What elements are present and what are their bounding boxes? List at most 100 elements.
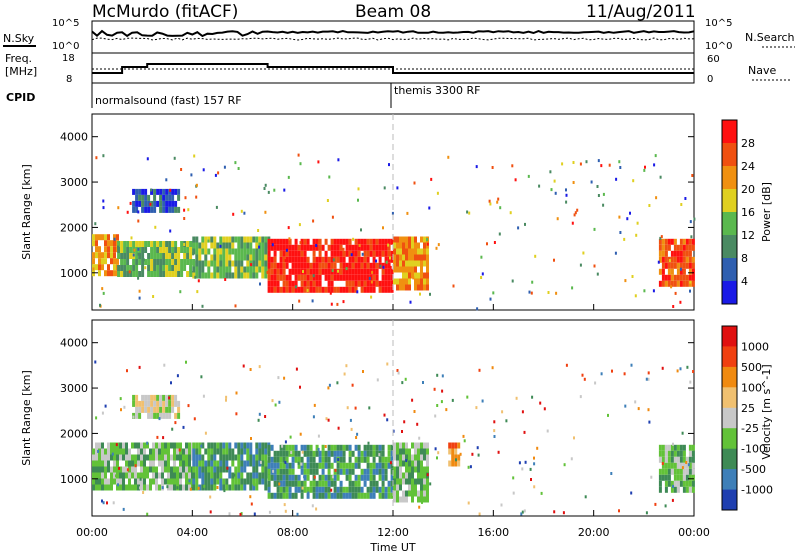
scatter-point <box>467 465 470 469</box>
data-cell <box>228 242 232 249</box>
data-cell <box>92 264 95 271</box>
data-cell <box>351 480 355 487</box>
data-cell <box>147 265 151 271</box>
scatter-point <box>209 495 212 499</box>
data-cell <box>185 442 188 449</box>
scatter-point <box>426 242 429 246</box>
data-cell <box>216 242 220 249</box>
scatter-point <box>356 290 359 294</box>
data-cell <box>375 274 379 281</box>
data-cell <box>116 448 119 455</box>
data-cell <box>423 442 426 449</box>
data-cell <box>143 448 146 455</box>
scatter-point <box>137 276 140 280</box>
data-cell <box>207 484 211 491</box>
data-cell <box>240 236 244 243</box>
data-cell <box>667 456 671 463</box>
data-cell <box>333 268 337 275</box>
scatter-point <box>137 247 140 251</box>
data-cell <box>207 478 211 485</box>
data-cell <box>345 262 349 269</box>
data-cell <box>161 448 164 455</box>
scatter-point <box>283 188 286 192</box>
data-cell <box>384 262 388 269</box>
data-cell <box>219 454 223 461</box>
scatter-point <box>258 245 261 249</box>
data-cell <box>176 448 179 455</box>
scatter-point <box>296 512 299 516</box>
data-cell <box>393 490 396 497</box>
data-cell <box>98 252 101 259</box>
data-cell <box>318 492 322 499</box>
data-cell <box>267 486 271 493</box>
cpid-mode-2: themis 3300 RF <box>394 84 481 97</box>
scatter-point <box>342 247 345 251</box>
data-cell <box>152 466 155 473</box>
data-cell <box>270 456 274 463</box>
data-cell <box>354 244 358 251</box>
data-cell <box>264 272 268 279</box>
data-cell <box>405 254 408 261</box>
data-cell <box>390 480 394 487</box>
colorbar-tick-label: 100 <box>741 381 762 394</box>
data-cell <box>381 492 385 499</box>
data-cell <box>258 442 262 449</box>
data-cell <box>234 478 238 485</box>
scatter-point <box>481 272 484 276</box>
data-cell <box>405 248 408 255</box>
scatter-point <box>652 289 655 293</box>
data-cell <box>246 242 250 249</box>
data-cell <box>210 254 214 261</box>
data-cell <box>152 448 155 455</box>
data-cell <box>390 280 394 287</box>
data-cell <box>198 272 202 279</box>
data-cell <box>420 260 423 267</box>
data-cell <box>116 466 119 473</box>
data-cell <box>153 406 157 413</box>
data-cell <box>201 272 205 279</box>
data-cell <box>387 480 391 487</box>
data-cell <box>303 274 307 281</box>
scatter-point <box>188 479 191 483</box>
data-cell <box>138 241 142 247</box>
data-cell <box>116 478 119 485</box>
data-cell <box>342 250 346 257</box>
data-cell <box>345 444 349 451</box>
data-cell <box>354 250 358 257</box>
scatter-point <box>115 474 117 478</box>
data-cell <box>95 448 98 455</box>
data-cell <box>288 462 292 469</box>
data-cell <box>384 250 388 257</box>
data-cell <box>237 248 241 255</box>
data-cell <box>691 244 695 251</box>
scatter-point <box>189 487 192 491</box>
scatter-point <box>463 439 466 443</box>
data-cell <box>670 468 674 475</box>
data-cell <box>423 236 426 243</box>
data-cell <box>381 480 385 487</box>
ytick-label: 2000 <box>60 427 88 440</box>
scatter-point <box>661 462 664 465</box>
scatter-point <box>654 502 657 506</box>
scatter-point <box>356 432 359 436</box>
data-cell <box>670 486 674 493</box>
scatter-point <box>120 408 122 412</box>
data-cell <box>161 472 164 479</box>
data-cell <box>679 244 683 251</box>
data-cell <box>297 250 301 257</box>
data-cell <box>113 442 116 449</box>
data-cell <box>243 460 247 467</box>
data-cell <box>360 268 364 275</box>
data-cell <box>138 406 142 413</box>
data-cell <box>408 478 411 485</box>
data-cell <box>98 466 101 473</box>
scatter-point <box>433 387 436 391</box>
data-cell <box>309 480 313 487</box>
data-cell <box>282 444 286 451</box>
data-cell <box>688 486 692 493</box>
scatter-point <box>553 258 555 262</box>
scatter-point <box>466 210 469 214</box>
data-cell <box>128 466 131 473</box>
data-cell <box>158 442 161 449</box>
data-cell <box>162 259 166 265</box>
